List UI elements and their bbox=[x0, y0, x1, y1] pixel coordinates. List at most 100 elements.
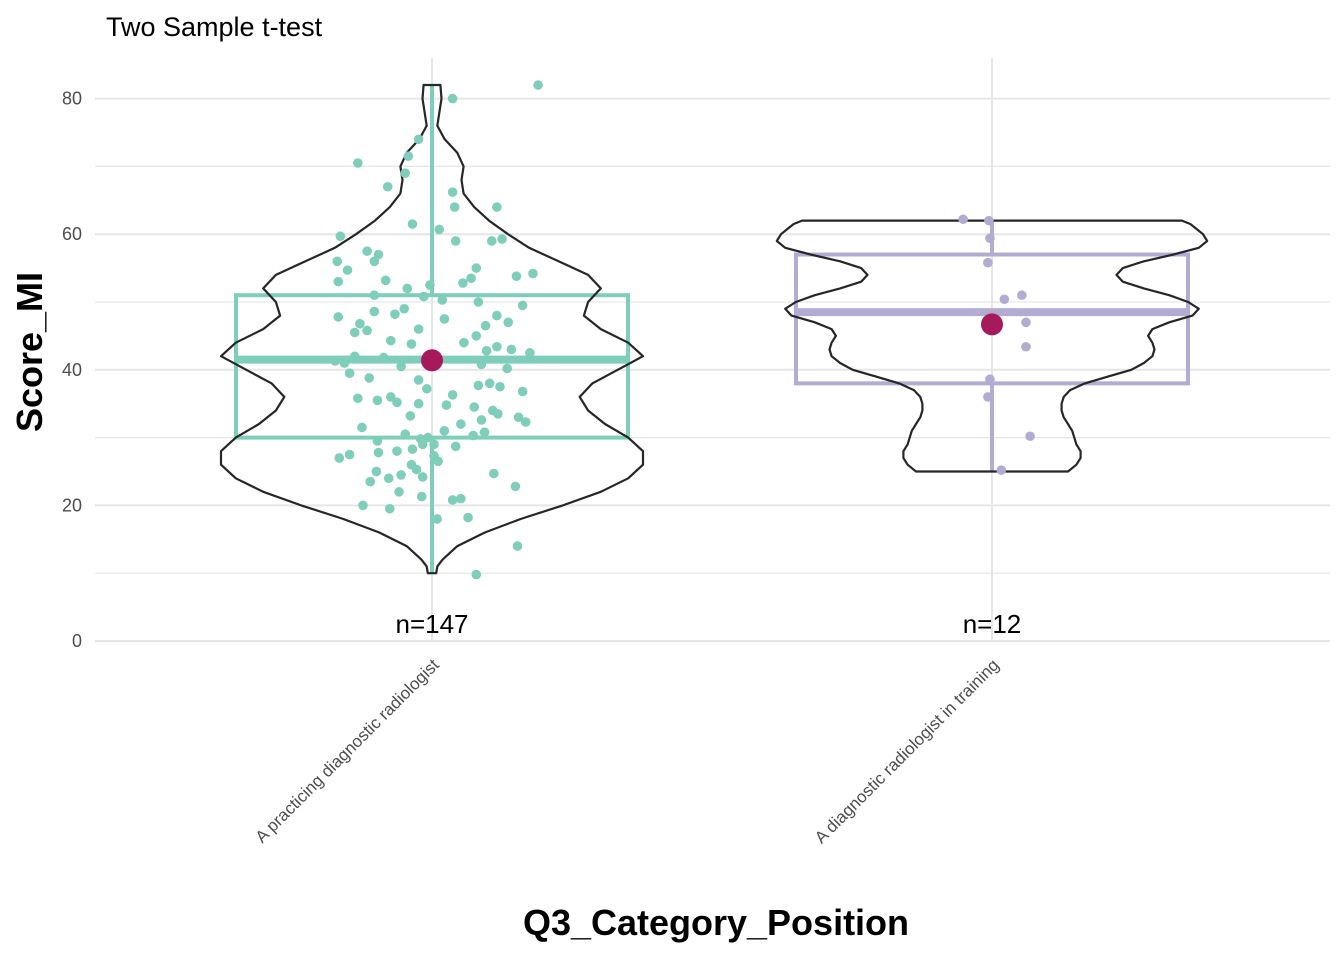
data-point bbox=[492, 202, 502, 212]
data-point bbox=[405, 411, 416, 421]
y-tick-label: 80 bbox=[62, 89, 82, 109]
data-point bbox=[417, 472, 428, 482]
y-tick-label: 40 bbox=[62, 360, 82, 380]
data-point bbox=[413, 375, 424, 385]
n-label: n=147 bbox=[395, 609, 468, 639]
data-point bbox=[413, 398, 424, 409]
data-point bbox=[502, 363, 512, 374]
mean-point bbox=[421, 349, 443, 372]
y-tick-label: 60 bbox=[62, 224, 82, 244]
data-point bbox=[406, 339, 417, 349]
data-point bbox=[1017, 290, 1027, 301]
data-point bbox=[364, 373, 374, 383]
x-tick-label: A diagnostic radiologist in training bbox=[811, 655, 1003, 847]
data-point bbox=[344, 449, 355, 460]
data-point bbox=[497, 234, 507, 244]
data-point bbox=[486, 236, 497, 246]
data-point bbox=[456, 419, 466, 429]
group-1: n=147 bbox=[219, 80, 645, 639]
data-point bbox=[332, 256, 343, 267]
data-point bbox=[458, 278, 468, 288]
data-point bbox=[339, 358, 350, 368]
data-point bbox=[344, 368, 355, 378]
data-point bbox=[386, 335, 396, 346]
data-point bbox=[407, 444, 418, 454]
data-point bbox=[399, 303, 409, 314]
data-point bbox=[335, 231, 346, 242]
data-point bbox=[349, 351, 360, 362]
data-point bbox=[437, 295, 448, 305]
data-point bbox=[533, 80, 543, 90]
data-point bbox=[365, 476, 376, 487]
data-point bbox=[432, 514, 442, 524]
y-axis-label: Score_MI bbox=[9, 271, 50, 433]
data-point bbox=[396, 470, 406, 480]
data-point bbox=[493, 409, 503, 419]
data-point bbox=[411, 464, 422, 475]
data-point bbox=[983, 392, 993, 402]
data-point bbox=[473, 380, 484, 391]
groups: n=147 n=12 bbox=[219, 80, 1209, 639]
data-point bbox=[520, 417, 531, 427]
group-2: n=12 bbox=[775, 214, 1209, 639]
data-point bbox=[425, 280, 435, 290]
data-point bbox=[334, 453, 345, 463]
data-point bbox=[503, 317, 514, 328]
data-point bbox=[985, 233, 995, 244]
data-point bbox=[390, 309, 400, 320]
data-point bbox=[441, 400, 452, 410]
data-point bbox=[372, 395, 383, 406]
data-point bbox=[463, 512, 473, 523]
data-point bbox=[422, 383, 432, 394]
data-point bbox=[471, 569, 482, 580]
data-point bbox=[369, 306, 380, 317]
data-point bbox=[396, 361, 406, 372]
data-point bbox=[330, 356, 340, 366]
data-point bbox=[449, 202, 460, 212]
data-point bbox=[1021, 341, 1031, 352]
data-point bbox=[484, 378, 495, 389]
chart-title: Two Sample t-test bbox=[106, 12, 323, 42]
data-point bbox=[450, 236, 461, 246]
data-point bbox=[384, 503, 395, 514]
data-point bbox=[471, 263, 482, 273]
data-point bbox=[392, 397, 402, 408]
data-point bbox=[984, 215, 994, 226]
data-point bbox=[333, 276, 344, 287]
y-tick-label: 0 bbox=[72, 631, 82, 651]
x-tick-label: A practicing diagnostic radiologist bbox=[252, 655, 443, 846]
data-point bbox=[492, 341, 502, 352]
data-point bbox=[958, 214, 968, 225]
data-point bbox=[510, 481, 521, 492]
data-point bbox=[407, 219, 418, 229]
data-point bbox=[434, 224, 445, 235]
data-point bbox=[525, 348, 535, 358]
data-point bbox=[349, 327, 360, 338]
data-point bbox=[413, 134, 424, 145]
data-point bbox=[373, 447, 384, 458]
data-point bbox=[413, 324, 424, 334]
data-point bbox=[378, 352, 389, 363]
data-point bbox=[402, 283, 413, 294]
data-point bbox=[429, 439, 439, 450]
data-point bbox=[353, 158, 363, 168]
data-point bbox=[473, 297, 484, 307]
data-point bbox=[511, 271, 522, 282]
data-point bbox=[423, 432, 433, 443]
data-point bbox=[469, 402, 480, 412]
data-point bbox=[400, 168, 411, 178]
data-point bbox=[358, 500, 368, 511]
data-point bbox=[983, 257, 993, 268]
data-point bbox=[506, 344, 517, 355]
grid-lines bbox=[95, 58, 1330, 642]
data-point bbox=[383, 473, 394, 484]
data-point bbox=[357, 422, 367, 433]
data-point bbox=[418, 291, 429, 302]
y-tick-label: 20 bbox=[62, 495, 82, 515]
data-point bbox=[386, 392, 396, 402]
data-point bbox=[450, 441, 461, 452]
data-point bbox=[528, 268, 538, 279]
data-point bbox=[417, 439, 428, 450]
data-point bbox=[492, 310, 502, 321]
